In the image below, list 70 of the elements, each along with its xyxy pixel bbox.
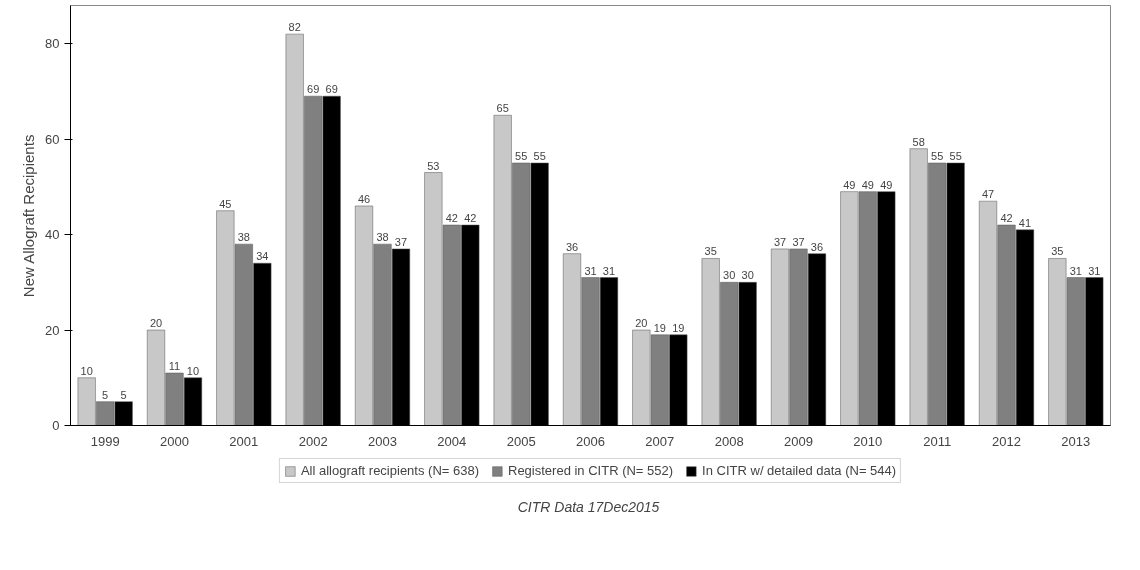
data-label: 20 [635, 317, 648, 330]
y-axis-title: New Allograft Recipients [20, 134, 38, 298]
y-tick-label: 0 [52, 418, 60, 433]
data-label: 31 [1069, 264, 1082, 277]
data-label: 42 [1000, 212, 1013, 225]
x-tick-label: 2004 [437, 433, 467, 449]
data-label: 42 [464, 212, 477, 225]
data-label: 58 [912, 135, 925, 148]
data-label: 37 [773, 235, 787, 248]
x-tick-label: 2009 [784, 433, 813, 449]
data-label: 49 [843, 178, 856, 191]
y-tick-label: 20 [45, 322, 60, 338]
data-label: 19 [672, 321, 685, 334]
data-label: 46 [357, 192, 371, 205]
data-label: 37 [394, 235, 408, 248]
data-label: 38 [376, 231, 389, 244]
data-label: 69 [325, 83, 338, 96]
data-label: 34 [256, 250, 269, 263]
x-tick-label: 2006 [576, 433, 605, 449]
data-label: 5 [120, 388, 127, 401]
x-tick-label: 2000 [160, 433, 189, 449]
legend-label: In CITR w/ detailed data (N= 544) [702, 463, 897, 478]
data-label: 45 [219, 197, 232, 210]
x-tick-label: 2013 [1061, 433, 1091, 449]
x-tick-label: 2012 [992, 433, 1021, 449]
data-label: 49 [880, 178, 893, 191]
x-tick-label: 2003 [368, 433, 397, 449]
x-tick-label: 2005 [506, 433, 536, 449]
data-label: 31 [1088, 264, 1101, 277]
legend-label: Registered in CITR (N= 552) [508, 463, 674, 478]
y-tick-label: 60 [45, 131, 60, 147]
data-label: 36 [565, 240, 579, 253]
data-label: 19 [653, 321, 666, 334]
data-label: 42 [445, 212, 458, 225]
data-label: 38 [237, 231, 250, 244]
data-label: 82 [288, 21, 301, 34]
data-label: 5 [102, 388, 109, 401]
data-label: 10 [80, 364, 93, 377]
data-label: 55 [533, 150, 546, 162]
data-label: 37 [792, 235, 805, 248]
data-label: 30 [723, 269, 736, 282]
data-label: 35 [1051, 245, 1064, 258]
data-label: 47 [981, 188, 995, 201]
x-tick-label: 2002 [298, 433, 328, 449]
data-label: 65 [496, 102, 509, 115]
x-tick-label: 2008 [714, 433, 744, 449]
legend-label: All allograft recipients (N= 638) [300, 463, 479, 478]
text: CITR Data 17Dec2015 [517, 499, 660, 515]
x-tick-label: 2010 [853, 433, 883, 449]
data-label: 11 [168, 360, 181, 372]
data-label: 10 [186, 364, 200, 377]
data-label: 30 [741, 269, 754, 282]
data-label: 55 [949, 150, 962, 162]
x-tick-label: 2007 [645, 433, 675, 449]
data-label: 36 [810, 240, 824, 253]
data-label: 49 [861, 178, 874, 191]
x-tick-label: 2011 [923, 433, 952, 449]
data-label: 20 [149, 317, 163, 330]
data-label: 31 [584, 264, 597, 277]
data-label: 55 [515, 150, 528, 162]
data-label: 55 [931, 150, 944, 162]
data-label: 69 [307, 83, 320, 96]
data-label: 31 [602, 264, 616, 277]
y-tick-label: 80 [45, 36, 60, 52]
data-label: 35 [704, 245, 717, 258]
x-tick-label: 2001 [229, 433, 259, 449]
data-label: 53 [427, 159, 440, 172]
y-tick-label: 40 [45, 227, 60, 243]
data-label: 41 [1018, 216, 1032, 229]
x-tick-label: 1999 [90, 433, 120, 449]
